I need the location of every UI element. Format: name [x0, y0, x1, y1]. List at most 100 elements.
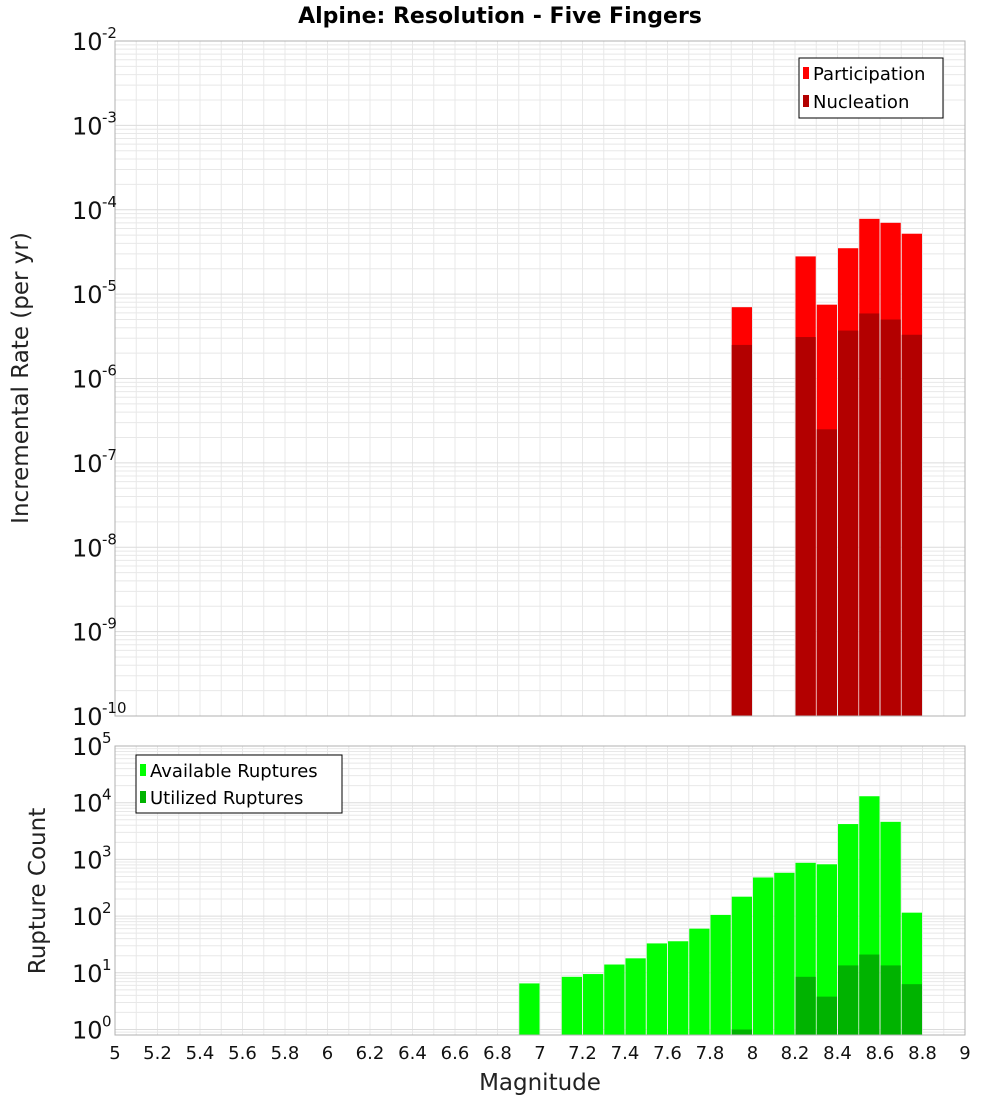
top-y-tick-base: 10 [72, 281, 103, 309]
bar-nucleation [901, 334, 922, 716]
bar-utilized-ruptures [880, 965, 901, 1035]
top-y-tick-exponent: -6 [102, 362, 117, 380]
x-tick-label: 9 [959, 1043, 970, 1064]
bar-nucleation [838, 330, 859, 716]
x-tick-label: 6.8 [483, 1043, 512, 1064]
top-grid [114, 41, 966, 717]
top-y-tick-exponent: -7 [102, 446, 117, 464]
bottom-y-tick-exponent: 4 [102, 786, 112, 804]
x-tick-label: 7.4 [611, 1043, 640, 1064]
bar-nucleation [795, 337, 816, 716]
bar-available-ruptures [816, 864, 837, 1035]
legend-label-utilized: Utilized Ruptures [150, 788, 303, 809]
x-tick-label: 8.6 [866, 1043, 895, 1064]
top-y-tick-exponent: -9 [102, 615, 117, 633]
top-y-tick-base: 10 [72, 28, 103, 56]
bar-available-ruptures [710, 914, 731, 1035]
bar-nucleation [880, 319, 901, 716]
bar-available-ruptures [668, 941, 689, 1035]
top-y-tick-base: 10 [72, 366, 103, 394]
legend-swatch-nucleation [803, 95, 809, 107]
top-y-tick-exponent: -2 [102, 24, 117, 42]
bar-available-ruptures [731, 896, 752, 1035]
bar-nucleation [859, 313, 880, 716]
legend-swatch-participation [803, 67, 809, 79]
bottom-y-tick-base: 10 [72, 790, 103, 818]
bottom-legend: Available Ruptures Utilized Ruptures [135, 754, 343, 814]
bottom-y-tick-base: 10 [72, 846, 103, 874]
chart-title: Alpine: Resolution - Five Fingers [298, 4, 702, 29]
x-tick-label: 5 [109, 1043, 120, 1064]
legend-label-available: Available Ruptures [150, 761, 318, 782]
bar-utilized-ruptures [838, 965, 859, 1035]
bar-utilized-ruptures [901, 984, 922, 1035]
bottom-bars [519, 796, 922, 1035]
top-y-tick-exponent: -4 [102, 193, 117, 211]
x-tick-label: 7.6 [653, 1043, 682, 1064]
x-tick-label: 7.2 [568, 1043, 597, 1064]
bottom-y-tick-base: 10 [72, 903, 103, 931]
bar-available-ruptures [604, 964, 625, 1035]
top-y-tick-base: 10 [72, 112, 103, 140]
x-axis-label: Magnitude [479, 1070, 601, 1096]
top-y-tick-exponent: -3 [102, 108, 117, 126]
bottom-y-axis-label: Rupture Count [25, 808, 51, 974]
x-tick-label: 6.2 [356, 1043, 385, 1064]
x-tick-label: 5.4 [186, 1043, 215, 1064]
x-tick-label: 6.6 [441, 1043, 470, 1064]
x-tick-label: 6.4 [398, 1043, 427, 1064]
x-tick-label: 5.8 [271, 1043, 300, 1064]
bar-available-ruptures [519, 983, 540, 1035]
bar-utilized-ruptures [859, 954, 880, 1035]
x-tick-label: 6 [322, 1043, 333, 1064]
top-legend: Participation Nucleation [798, 57, 944, 119]
bar-available-ruptures [753, 877, 774, 1035]
top-y-tick-base: 10 [72, 197, 103, 225]
bar-utilized-ruptures [731, 1029, 752, 1035]
bar-available-ruptures [625, 958, 646, 1035]
top-y-tick-base: 10 [72, 703, 103, 731]
legend-label-nucleation: Nucleation [813, 92, 909, 113]
top-y-tick-exponent: -8 [102, 530, 117, 548]
bar-available-ruptures [646, 943, 667, 1035]
bottom-y-tick-exponent: 0 [102, 1013, 112, 1031]
top-y-axis-label: Incremental Rate (per yr) [8, 232, 34, 524]
x-tick-label: 8 [747, 1043, 758, 1064]
bottom-legend-box [135, 754, 343, 814]
top-y-tick-base: 10 [72, 534, 103, 562]
bar-nucleation [731, 344, 752, 716]
bar-available-ruptures [583, 974, 604, 1035]
legend-swatch-utilized [140, 791, 146, 803]
top-y-tick-base: 10 [72, 619, 103, 647]
x-tick-label: 5.6 [228, 1043, 257, 1064]
bottom-y-tick-base: 10 [72, 733, 103, 761]
bottom-y-tick-base: 10 [72, 960, 103, 988]
x-ticks: 5 5.2 5.4 5.6 5.8 6 6.2 6.4 6.6 6.8 7 7.2 7.4 7.6 7.8 8… [109, 1043, 970, 1064]
x-tick-label: 7 [534, 1043, 545, 1064]
x-tick-label: 7.8 [696, 1043, 725, 1064]
top-legend-box [798, 57, 944, 119]
bottom-y-tick-exponent: 1 [102, 956, 112, 974]
bottom-y-tick-exponent: 5 [102, 729, 112, 747]
top-bars [731, 218, 922, 717]
bar-utilized-ruptures [816, 996, 837, 1035]
x-tick-label: 8.2 [781, 1043, 810, 1064]
x-tick-label: 8.4 [823, 1043, 852, 1064]
bar-available-ruptures [689, 928, 710, 1035]
bar-utilized-ruptures [795, 976, 816, 1035]
bar-nucleation [816, 429, 837, 716]
legend-swatch-available [140, 764, 146, 776]
bar-available-ruptures [774, 872, 795, 1035]
x-tick-label: 8.8 [908, 1043, 937, 1064]
legend-label-participation: Participation [813, 64, 925, 85]
top-y-tick-base: 10 [72, 450, 103, 478]
top-y-tick-exponent: -10 [102, 699, 127, 717]
bar-available-ruptures [561, 976, 582, 1035]
x-tick-label: 5.2 [143, 1043, 172, 1064]
bottom-y-tick-base: 10 [72, 1017, 103, 1045]
